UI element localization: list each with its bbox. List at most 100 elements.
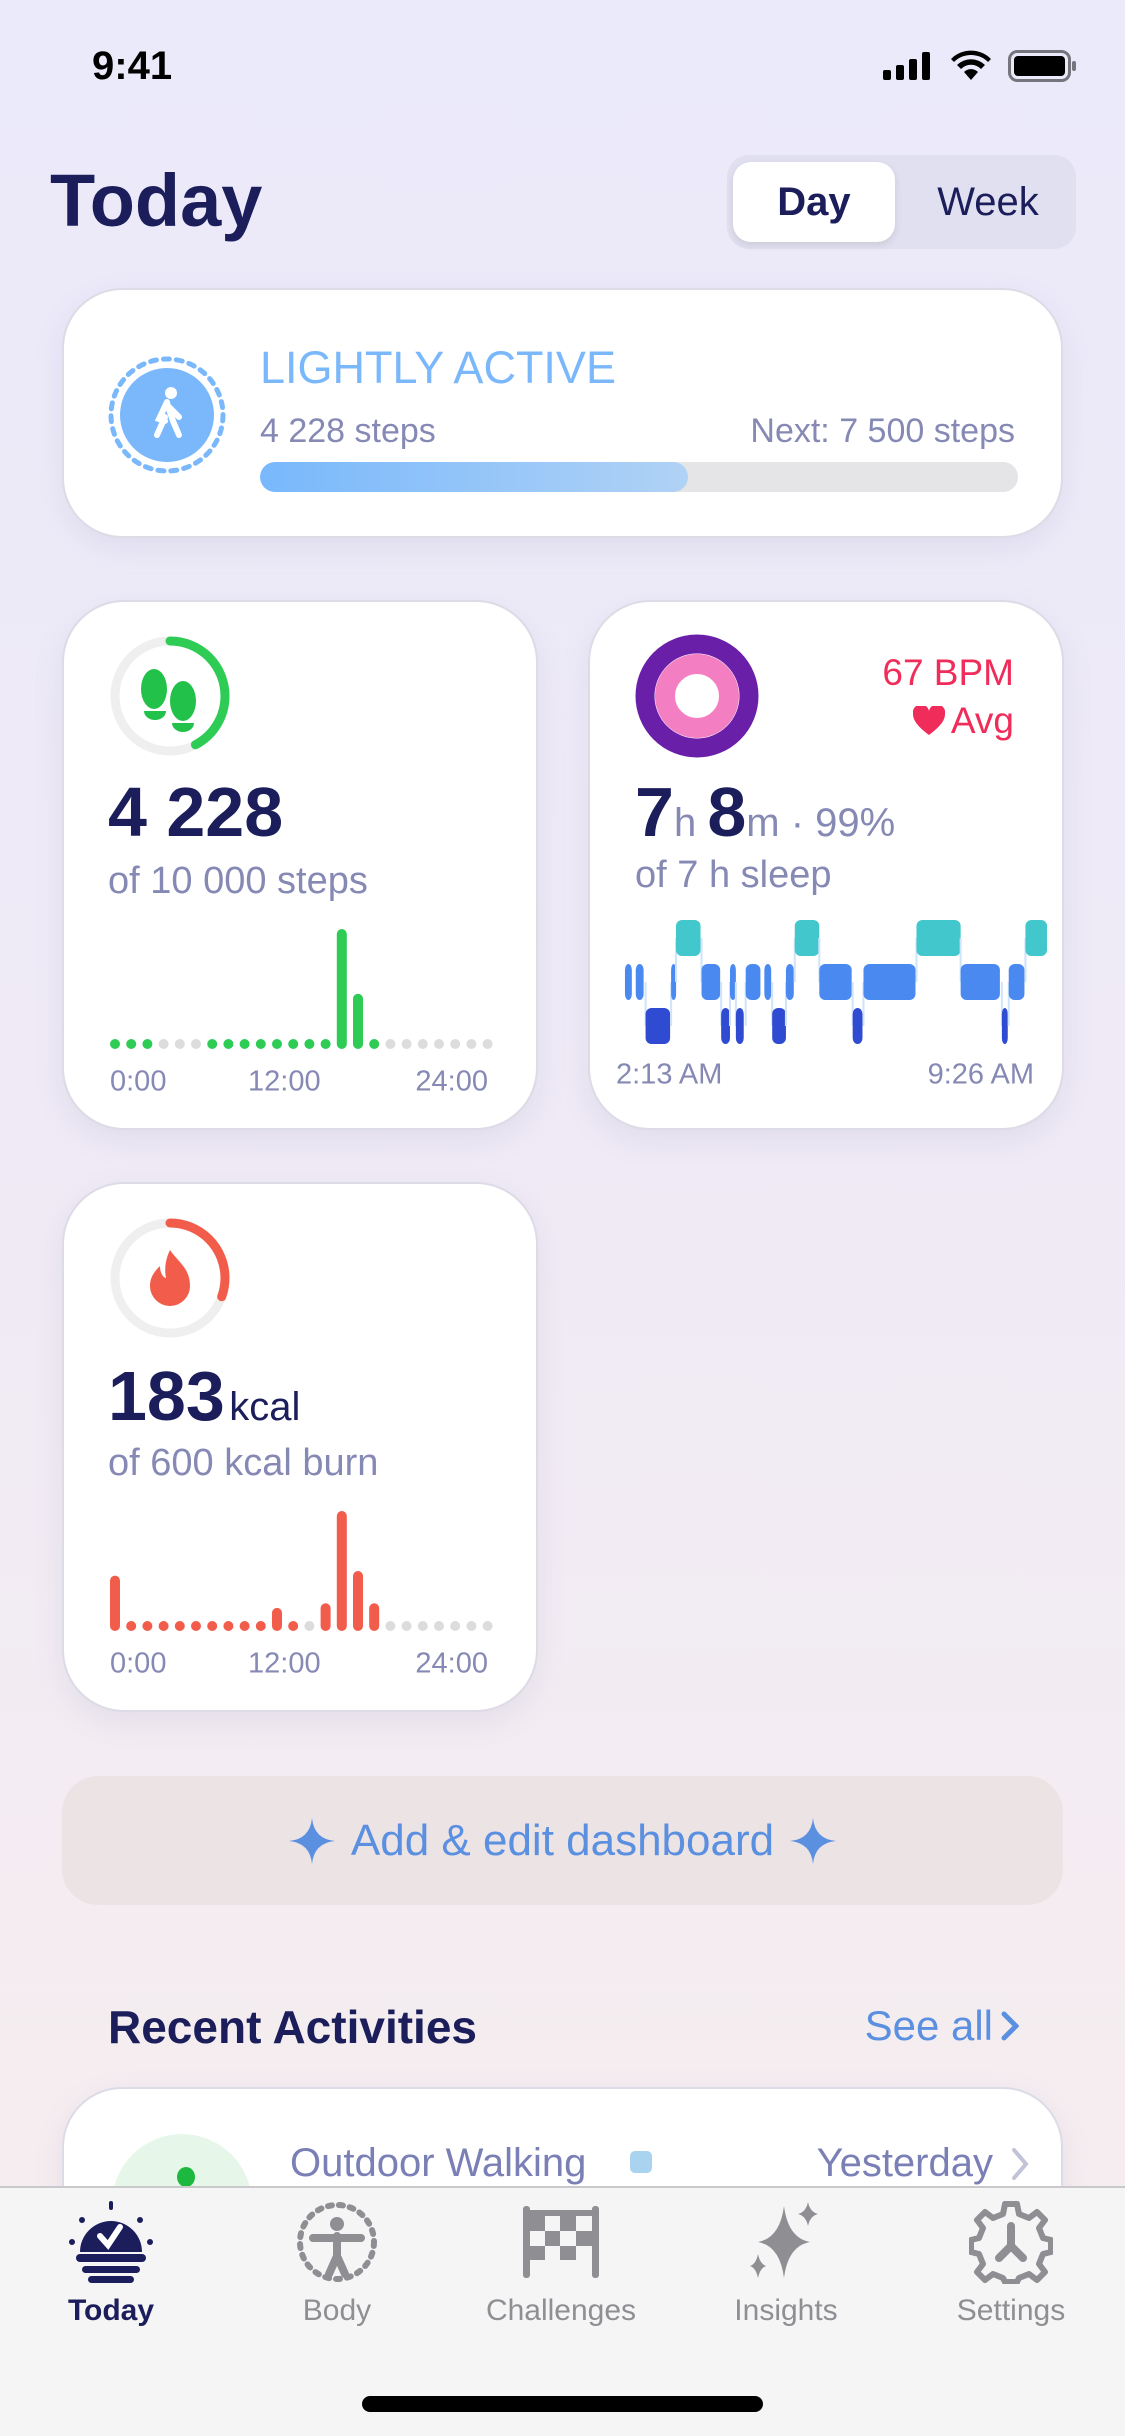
activity-progress-bar <box>260 462 1018 492</box>
sleep-segment-core <box>635 964 644 1000</box>
sleep-segment-core <box>671 964 677 1000</box>
calories-hour-bar <box>158 1621 169 1631</box>
sleep-card[interactable]: 67 BPM Avg 7h 8m · 99% of 7 h sleep 2:13… <box>588 600 1064 1130</box>
flame-icon <box>150 1250 190 1306</box>
calories-hour-bar <box>353 1571 363 1631</box>
steps-hour-bar <box>320 1039 331 1049</box>
calories-value: 183 kcal <box>108 1357 301 1435</box>
sleep-segment-deep <box>772 1008 786 1044</box>
sleep-segment-core <box>819 964 852 1000</box>
activity-progress-fill <box>260 462 688 492</box>
sleep-ring-icon <box>635 634 759 758</box>
activity-date: Yesterday <box>816 2141 993 2185</box>
steps-hour-bar <box>353 993 363 1049</box>
steps-hour-bar <box>369 1039 380 1049</box>
current-steps: 4 228 steps <box>260 412 436 450</box>
steps-hour-bar <box>466 1039 477 1049</box>
calories-progress-ring <box>110 1218 230 1338</box>
add-edit-dashboard-button[interactable]: Add & edit dashboard <box>62 1776 1063 1905</box>
steps-hour-bar <box>417 1039 428 1049</box>
sleep-stages-chart <box>624 920 1048 1044</box>
steps-hour-bar <box>142 1039 153 1049</box>
calories-hour-bar <box>304 1621 315 1631</box>
steps-hour-bar <box>304 1039 315 1049</box>
sleep-end-time: 9:26 AM <box>927 1058 1034 1091</box>
sleep-segment-awake <box>676 920 701 956</box>
activity-tag <box>630 2151 652 2173</box>
checkered-flag-icon <box>523 2206 599 2278</box>
calories-hour-bar <box>450 1621 461 1631</box>
steps-hour-bar <box>401 1039 412 1049</box>
activity-level-label: LIGHTLY ACTIVE <box>260 342 616 393</box>
calories-hour-bar <box>401 1621 412 1631</box>
tab-body[interactable]: Body <box>237 2200 437 2328</box>
steps-tick-end: 24:00 <box>415 1065 488 1098</box>
chevron-right-icon <box>1012 2148 1029 2180</box>
steps-goal: of 10 000 steps <box>108 860 368 902</box>
sleep-segment-core <box>624 964 632 1000</box>
calories-hour-bar <box>434 1621 444 1631</box>
sleep-start-time: 2:13 AM <box>616 1058 723 1091</box>
sleep-segment-deep <box>735 1008 744 1044</box>
cal-tick-end: 24:00 <box>415 1647 488 1680</box>
calories-hour-bar <box>466 1621 477 1631</box>
cal-tick-mid: 12:00 <box>248 1647 321 1680</box>
sparkle-plus-icon <box>790 1817 837 1864</box>
steps-hour-bar <box>336 929 347 1049</box>
calories-hour-bar <box>288 1621 299 1631</box>
sleep-segment-deep <box>721 1008 730 1044</box>
calories-hour-bar <box>417 1621 428 1631</box>
today-sun-check-icon <box>69 2201 153 2283</box>
calories-hour-bar <box>142 1621 153 1631</box>
steps-hour-bar <box>450 1039 461 1049</box>
sleep-segment-core <box>1008 964 1025 1000</box>
sleep-duration: 7h 8m · 99% <box>635 773 896 851</box>
sleep-segment-core <box>729 964 736 1000</box>
see-all-label: See all <box>864 2002 993 2049</box>
calories-hour-bar <box>207 1621 218 1631</box>
steps-hour-bar <box>223 1039 234 1049</box>
signal-icon <box>883 52 930 80</box>
see-all-link[interactable]: See all <box>865 2002 1019 2050</box>
calories-hour-bar <box>385 1621 396 1631</box>
steps-card[interactable]: 4 228 of 10 000 steps 0:00 12:00 24:00 <box>62 600 538 1130</box>
body-figure-icon <box>297 2202 377 2282</box>
activity-level-card[interactable]: LIGHTLY ACTIVE 4 228 steps Next: 7 500 s… <box>62 288 1063 538</box>
segment-week[interactable]: Week <box>907 162 1069 242</box>
steps-hour-bar <box>288 1039 299 1049</box>
sleep-segment-awake <box>1025 920 1048 956</box>
activity-name: Outdoor Walking <box>290 2141 587 2185</box>
activity-dot <box>177 2167 195 2187</box>
calories-goal: of 600 kcal burn <box>108 1442 379 1484</box>
cal-tick-start: 0:00 <box>110 1647 167 1680</box>
steps-hour-bar <box>255 1039 266 1049</box>
sleep-goal: of 7 h sleep <box>635 854 832 896</box>
tab-challenges[interactable]: Challenges <box>461 2200 661 2328</box>
tab-insights[interactable]: Insights <box>686 2200 886 2328</box>
calories-hour-bar <box>110 1575 120 1631</box>
calories-hourly-chart <box>110 1511 493 1631</box>
sleep-segment-deep <box>1001 1008 1008 1044</box>
gear-icon <box>969 2201 1053 2284</box>
walking-person-icon <box>108 356 226 474</box>
steps-hour-bar <box>272 1039 282 1049</box>
steps-value: 4 228 <box>108 773 284 851</box>
steps-tick-start: 0:00 <box>110 1065 167 1098</box>
page-title: Today <box>50 159 263 242</box>
tab-settings[interactable]: Settings <box>911 2200 1111 2328</box>
sleep-segment-core <box>764 964 772 1000</box>
sparkles-icon <box>750 2202 818 2278</box>
steps-hour-bar <box>174 1039 185 1049</box>
steps-hour-bar <box>207 1039 218 1049</box>
segment-day[interactable]: Day <box>733 162 895 242</box>
home-indicator <box>362 2396 763 2412</box>
sleep-segment-deep <box>852 1008 863 1044</box>
calories-card[interactable]: 183 kcal of 600 kcal burn 0:00 12:00 24:… <box>62 1182 538 1712</box>
battery-icon <box>1008 50 1076 82</box>
tab-today[interactable]: Today <box>11 2200 211 2328</box>
calories-hour-bar <box>126 1621 137 1631</box>
calories-hour-bar <box>239 1621 250 1631</box>
heart-icon <box>912 706 945 735</box>
steps-hour-bar <box>385 1039 396 1049</box>
calories-hour-bar <box>482 1621 493 1631</box>
